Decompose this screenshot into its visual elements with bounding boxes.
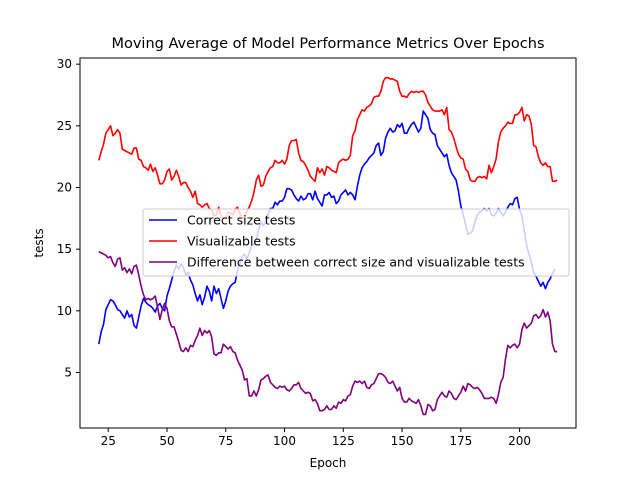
legend-label-2: Visualizable tests <box>187 234 296 249</box>
legend-label-1: Correct size tests <box>187 213 295 228</box>
legend-label-3: Difference between correct size and visu… <box>187 255 525 270</box>
series-line-3 <box>98 250 558 416</box>
y-tick-label: 10 <box>57 304 72 318</box>
chart-title: Moving Average of Model Performance Metr… <box>111 36 544 52</box>
y-tick-label: 25 <box>57 119 72 133</box>
y-axis-title: tests <box>32 228 46 257</box>
x-tick-label: 100 <box>273 434 296 448</box>
x-tick-label: 25 <box>101 434 116 448</box>
y-tick-label: 15 <box>57 242 72 256</box>
x-tick-label: 75 <box>218 434 233 448</box>
x-tick-label: 125 <box>332 434 355 448</box>
series-line-2 <box>98 76 558 220</box>
x-tick-label: 50 <box>159 434 174 448</box>
y-tick-label: 20 <box>57 181 72 195</box>
y-axis: 5 10 15 20 25 30 <box>57 57 80 380</box>
legend-box <box>142 208 570 277</box>
x-axis: 25 50 75 100 125 150 175 200 <box>101 428 531 448</box>
y-tick-label: 30 <box>57 57 72 71</box>
y-tick-label: 5 <box>64 366 72 380</box>
x-tick-label: 175 <box>449 434 472 448</box>
x-tick-label: 150 <box>391 434 414 448</box>
plot-frame <box>79 57 577 429</box>
x-axis-title: Epoch <box>310 456 347 470</box>
legend: Correct size tests Visualizable tests Diff… <box>142 208 570 277</box>
x-tick-label: 200 <box>508 434 531 448</box>
